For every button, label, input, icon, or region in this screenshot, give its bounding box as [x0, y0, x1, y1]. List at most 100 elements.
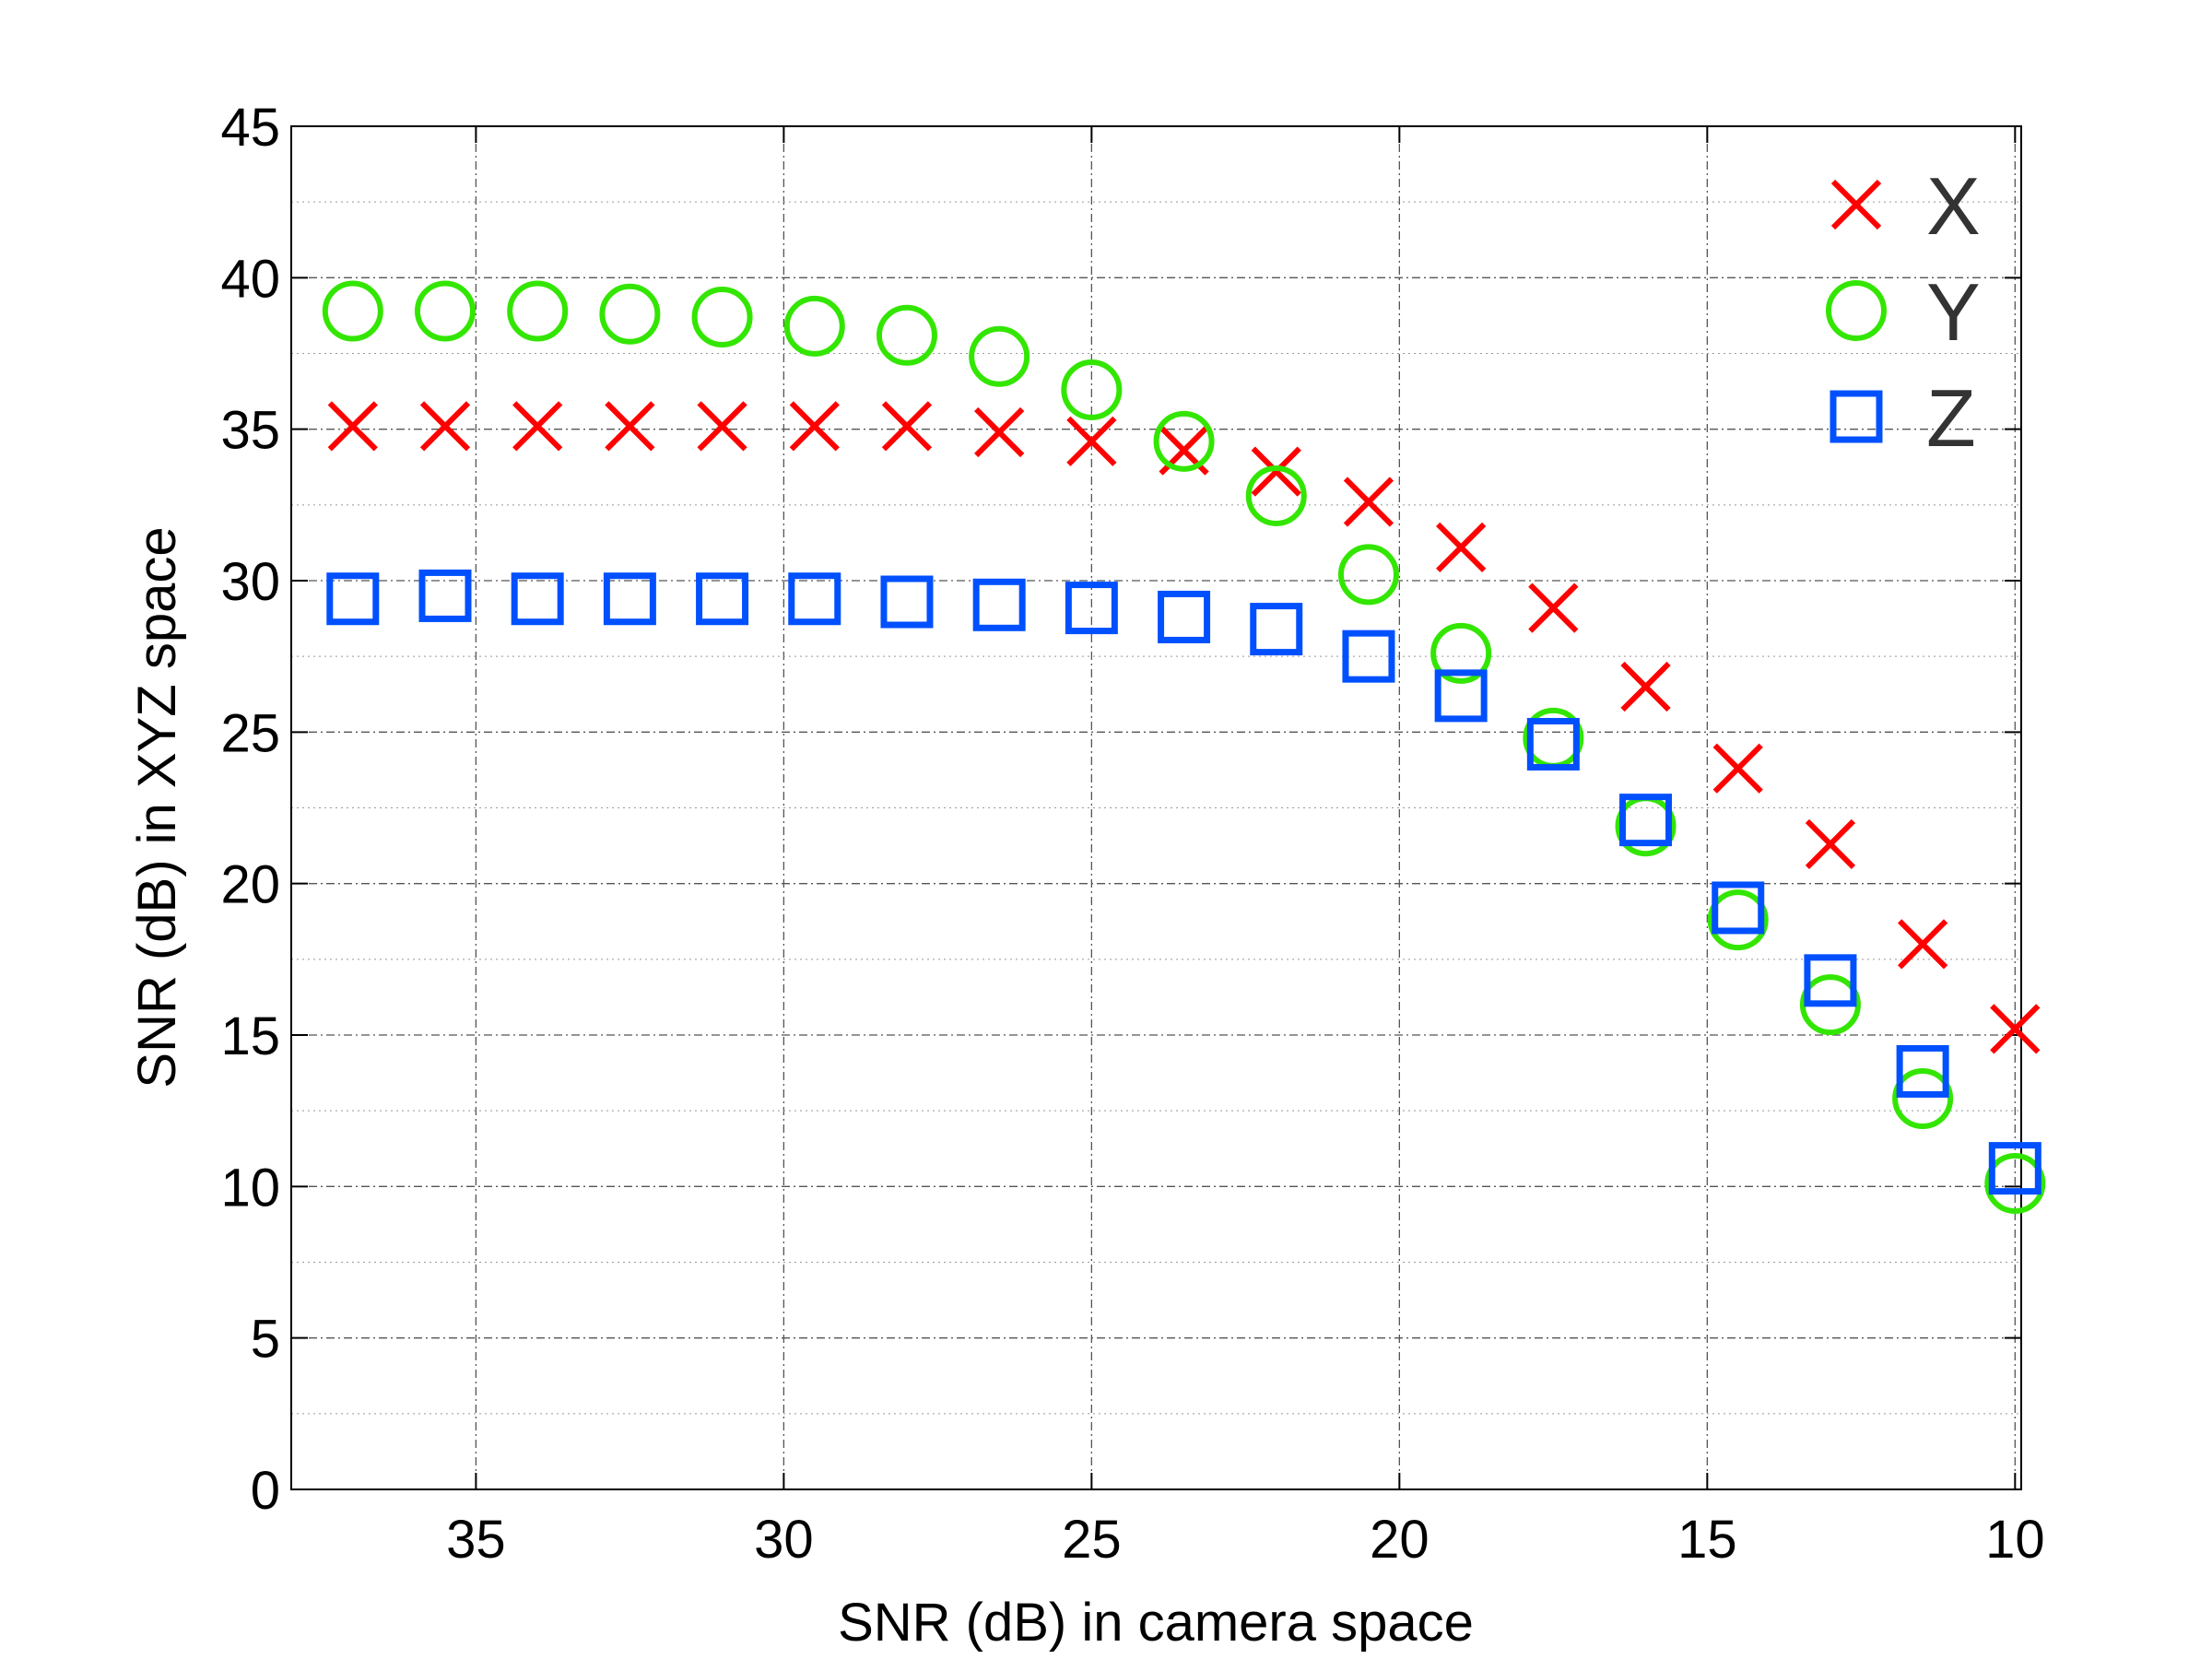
x-marker-stroke — [1830, 179, 1882, 230]
y-axis-label: SNR (dB) in XYZ space — [127, 526, 187, 1088]
data-point-x — [512, 401, 563, 452]
data-point-x — [1251, 446, 1301, 497]
data-point-x — [1620, 661, 1671, 712]
data-point-z — [1619, 794, 1673, 847]
data-point-y — [1984, 1153, 2046, 1215]
x-marker-stroke — [1066, 416, 1117, 466]
data-series — [322, 280, 2046, 1215]
data-point-y — [322, 280, 383, 342]
y-axis-tick-labels: 0 5 10 15 20 25 30 35 40 45 — [220, 98, 280, 1521]
x-marker-stroke — [1805, 818, 1856, 870]
grid — [291, 126, 2021, 1489]
data-point-x — [1528, 582, 1579, 633]
x-axis-tick-labels: 35 30 25 20 15 10 — [446, 1510, 2044, 1570]
series-y — [322, 280, 2046, 1215]
data-point-x — [327, 401, 378, 452]
legend-marker-z — [1830, 390, 1883, 443]
data-point-z — [1434, 669, 1488, 723]
data-point-y — [1799, 974, 1861, 1036]
y-tick-label: 25 — [220, 703, 280, 763]
data-point-y — [1153, 410, 1215, 472]
x-tick-label: 10 — [1985, 1510, 2045, 1570]
data-point-x — [1712, 743, 1763, 794]
data-point-y — [599, 283, 661, 345]
y-tick-label: 10 — [220, 1158, 280, 1218]
data-point-y — [1892, 1068, 1954, 1130]
data-point-y — [1061, 359, 1123, 420]
data-point-z — [1158, 590, 1211, 643]
x-axis-label: SNR (dB) in camera space — [838, 1593, 1474, 1653]
data-point-z — [1526, 717, 1580, 771]
x-tick-label: 15 — [1677, 1510, 1737, 1570]
plot-area-frame — [290, 125, 2022, 1490]
data-point-y — [507, 280, 569, 342]
data-point-z — [696, 572, 749, 626]
x-marker-stroke — [974, 406, 1025, 458]
x-tick-label: 20 — [1370, 1510, 1430, 1570]
x-marker-stroke — [1343, 477, 1394, 527]
data-point-y — [1245, 465, 1307, 526]
data-point-y — [691, 287, 753, 348]
data-point-x — [1066, 416, 1117, 466]
data-point-x — [1898, 919, 1948, 970]
x-marker-stroke — [512, 401, 563, 452]
data-point-z — [880, 575, 934, 629]
data-point-x — [605, 401, 655, 452]
x-marker-stroke — [789, 401, 840, 452]
y-tick-label: 20 — [220, 855, 280, 915]
legend-label-y: Y — [1926, 266, 1981, 358]
data-point-y — [969, 325, 1030, 387]
data-point-z — [1250, 603, 1303, 656]
data-point-z — [972, 578, 1026, 631]
x-marker-stroke — [605, 401, 655, 452]
x-marker-stroke — [1436, 522, 1487, 572]
data-point-z — [326, 572, 380, 626]
data-point-y — [414, 280, 476, 342]
x-marker-stroke — [1712, 743, 1763, 794]
series-x — [327, 401, 2041, 1054]
data-point-x — [974, 406, 1025, 458]
data-point-x — [697, 401, 747, 452]
data-point-z — [1988, 1142, 2041, 1195]
y-tick-label: 5 — [251, 1310, 280, 1370]
y-tick-label: 30 — [220, 552, 280, 612]
y-tick-label: 45 — [220, 98, 280, 158]
data-point-z — [1342, 629, 1395, 683]
series-z — [326, 569, 2041, 1195]
legend: XYZ — [1826, 160, 1981, 464]
data-point-x — [419, 401, 471, 452]
data-point-z — [788, 572, 841, 626]
data-point-x — [1805, 818, 1856, 870]
legend-marker-y — [1826, 280, 1887, 341]
x-marker-stroke — [1990, 1004, 2041, 1054]
data-point-z — [1065, 582, 1118, 635]
data-point-x — [1990, 1004, 2041, 1054]
legend-label-x: X — [1926, 160, 1981, 252]
legend-marker-x — [1830, 179, 1882, 230]
x-marker-stroke — [1251, 446, 1301, 497]
x-marker-stroke — [1620, 661, 1671, 712]
axis-ticks — [291, 125, 2021, 1490]
data-point-y — [876, 304, 937, 366]
data-point-x — [881, 401, 933, 452]
y-tick-label: 15 — [220, 1006, 280, 1066]
x-tick-label: 35 — [446, 1510, 506, 1570]
y-tick-label: 40 — [220, 249, 280, 309]
data-point-x — [1436, 522, 1487, 572]
x-marker-stroke — [1528, 582, 1579, 633]
data-point-y — [783, 295, 845, 357]
data-point-y — [1430, 622, 1492, 684]
data-point-z — [511, 572, 564, 626]
x-marker-stroke — [1898, 919, 1948, 970]
data-point-x — [789, 401, 840, 452]
x-marker-stroke — [697, 401, 747, 452]
x-marker-stroke — [419, 401, 471, 452]
y-tick-label: 35 — [220, 401, 280, 461]
data-point-x — [1343, 477, 1394, 527]
legend-label-z: Z — [1926, 372, 1976, 464]
x-tick-label: 25 — [1062, 1510, 1122, 1570]
x-marker-stroke — [327, 401, 378, 452]
data-point-y — [1337, 544, 1399, 606]
